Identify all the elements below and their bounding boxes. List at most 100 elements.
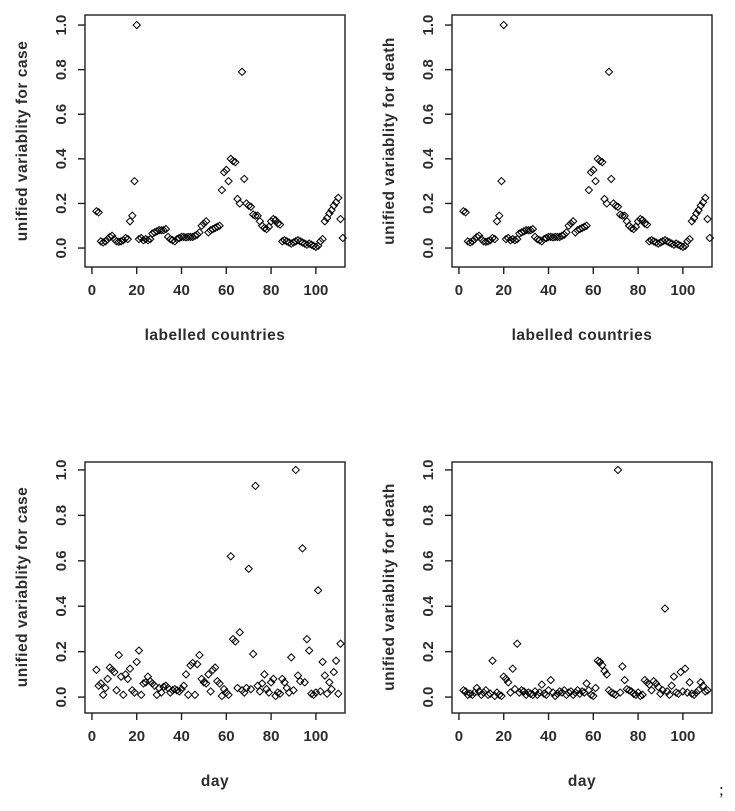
data-point — [533, 234, 542, 244]
data-point — [293, 235, 303, 245]
data-point — [589, 691, 598, 701]
data-point — [541, 233, 551, 243]
data-point — [123, 674, 133, 684]
data-point — [266, 678, 276, 687]
x-tick-label: 20 — [128, 728, 145, 745]
data-point — [307, 240, 316, 250]
data-point — [586, 690, 596, 700]
data-point — [649, 237, 659, 246]
y-tick-label: 0.6 — [53, 104, 70, 125]
data-point — [183, 690, 193, 700]
data-point — [553, 232, 562, 242]
data-point — [685, 234, 694, 244]
data-point — [304, 646, 314, 655]
data-point — [481, 237, 491, 247]
data-point — [136, 690, 146, 700]
data-point — [132, 657, 142, 667]
data-point — [114, 237, 124, 247]
data-point — [595, 657, 605, 667]
data-point — [320, 216, 330, 226]
data-point — [490, 234, 500, 244]
data-point — [195, 228, 204, 237]
data-point — [636, 214, 645, 224]
data-point — [329, 201, 339, 210]
data-point — [604, 685, 614, 695]
data-point — [150, 681, 159, 691]
data-point — [226, 154, 236, 164]
data-point — [228, 634, 238, 644]
x-tick-label: 0 — [455, 728, 463, 745]
data-point — [224, 176, 233, 186]
data-point — [213, 222, 222, 232]
data-point — [568, 690, 578, 700]
x-tick-label: 40 — [173, 282, 190, 299]
data-point — [215, 679, 224, 688]
data-point — [537, 680, 547, 689]
data-point — [159, 682, 168, 692]
data-point — [130, 176, 139, 186]
data-point — [485, 689, 495, 698]
data-point — [309, 690, 318, 700]
y-axis-label: unified variablity for case — [14, 41, 31, 241]
data-point — [260, 223, 269, 233]
data-point — [533, 690, 542, 700]
data-point — [468, 690, 477, 700]
data-point — [195, 650, 204, 660]
data-point — [559, 230, 569, 239]
data-point — [230, 157, 240, 167]
data-point — [584, 185, 594, 195]
data-point — [474, 687, 484, 696]
data-point — [678, 242, 688, 252]
data-point — [251, 211, 260, 221]
data-point — [157, 225, 166, 235]
data-point — [606, 688, 616, 697]
data-point — [658, 685, 668, 695]
data-point — [219, 684, 229, 694]
data-point — [665, 238, 674, 247]
data-point — [524, 688, 533, 697]
x-tick-label: 40 — [540, 728, 557, 745]
data-point — [597, 157, 607, 167]
data-point — [591, 176, 600, 186]
data-point — [107, 665, 117, 675]
data-point — [311, 242, 321, 252]
chart-layer: 0 20 40 60 80 100 0.0 0.2 0.4 0.6 0.8 1.0 — [420, 14, 715, 299]
data-point — [591, 683, 600, 693]
data-point — [215, 221, 224, 231]
data-point — [517, 685, 526, 695]
scatter-plot-death-vs-countries: 0 20 40 60 80 100 0.0 0.2 0.4 0.6 0.8 1.0 unified v… — [367, 0, 732, 370]
data-point — [564, 221, 573, 231]
data-point — [571, 228, 580, 237]
data-point — [145, 234, 155, 244]
data-point — [524, 225, 533, 235]
y-tick-label: 0.2 — [420, 641, 437, 662]
data-point — [530, 687, 540, 696]
y-tick-label: 0.2 — [420, 193, 437, 214]
data-point — [492, 216, 502, 226]
data-point — [139, 679, 148, 688]
data-point — [132, 20, 142, 30]
data-point — [280, 235, 289, 245]
data-point — [141, 678, 150, 687]
x-tick-label: 100 — [303, 728, 328, 745]
data-point — [593, 154, 603, 164]
data-point — [101, 237, 110, 246]
data-point — [615, 688, 625, 697]
data-point — [627, 223, 636, 233]
data-point — [217, 185, 227, 195]
data-point — [246, 684, 256, 694]
data-point — [665, 690, 674, 700]
data-point — [152, 227, 162, 236]
data-point — [275, 220, 285, 229]
data-point — [197, 221, 206, 231]
y-tick-label: 1.0 — [53, 15, 70, 36]
data-point — [667, 681, 676, 691]
plot-box — [451, 14, 713, 268]
data-point — [660, 235, 670, 245]
data-point — [647, 235, 656, 245]
data-point — [564, 688, 573, 697]
data-point — [125, 216, 135, 226]
data-point — [636, 691, 645, 701]
data-point — [459, 685, 468, 695]
data-point — [217, 691, 227, 701]
